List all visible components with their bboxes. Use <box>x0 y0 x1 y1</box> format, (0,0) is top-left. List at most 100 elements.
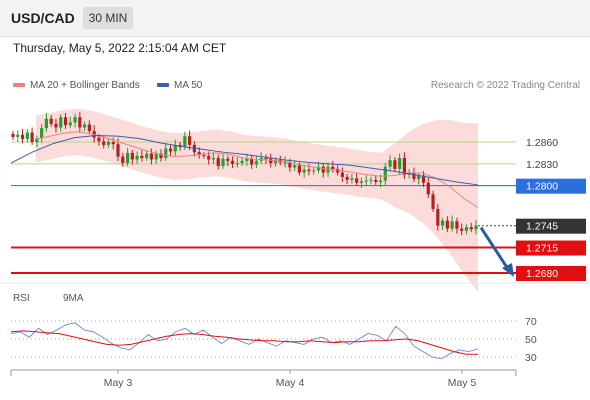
ma9-line <box>10 330 478 355</box>
candle <box>474 219 478 235</box>
candle <box>264 154 268 164</box>
candle-body <box>273 160 278 164</box>
candle <box>393 157 397 172</box>
candle-body <box>135 155 139 160</box>
candle <box>54 118 58 133</box>
candle-body <box>450 221 454 229</box>
candle <box>68 116 72 129</box>
candle-body <box>173 144 177 152</box>
candle-body <box>102 141 106 145</box>
candle-body <box>130 152 134 160</box>
candle-body <box>78 117 82 128</box>
candle <box>402 152 407 180</box>
candle-body <box>30 132 34 142</box>
candle <box>16 130 20 142</box>
candle <box>140 150 144 162</box>
candle-body <box>240 160 244 164</box>
candle <box>426 176 430 199</box>
candle-body <box>125 152 130 164</box>
candle <box>359 177 364 188</box>
candle <box>312 166 316 175</box>
candle <box>102 136 106 149</box>
candle <box>440 217 445 231</box>
level-label-1.2745: 1.2745 <box>526 221 558 233</box>
candle <box>245 153 249 167</box>
candle-body <box>183 136 187 148</box>
candle-body <box>35 138 39 142</box>
level-label-1.2830: 1.2830 <box>526 159 558 171</box>
legend-ma20: MA 20 + Bollinger Bands <box>13 80 140 91</box>
candle-body <box>302 169 306 173</box>
candle-body <box>216 158 220 167</box>
candle-body <box>16 134 20 137</box>
candle <box>188 130 192 151</box>
candle <box>369 176 373 185</box>
candle <box>49 115 53 127</box>
candle-body <box>469 227 473 230</box>
candle-body <box>59 117 63 128</box>
candle-body <box>321 166 325 173</box>
candle <box>293 160 297 172</box>
candle <box>216 154 220 170</box>
candle-body <box>250 158 254 165</box>
candle <box>106 139 111 148</box>
candle <box>455 217 459 234</box>
candle <box>63 112 68 129</box>
chart-header: USD/CAD 30 MIN <box>0 0 590 37</box>
candle-body <box>464 227 469 231</box>
candle <box>35 135 39 148</box>
candle <box>145 150 149 161</box>
candle-body <box>121 156 125 164</box>
candle-body <box>230 160 235 164</box>
candle-body <box>412 172 416 180</box>
candle-body <box>11 133 15 137</box>
candle-body <box>445 220 449 229</box>
candle <box>445 216 449 233</box>
candle-body <box>393 160 397 169</box>
candle-body <box>211 158 216 160</box>
candle-body <box>20 134 25 140</box>
candle <box>464 224 469 235</box>
x-tick-label: May 4 <box>276 377 305 389</box>
candle-body <box>40 128 44 139</box>
candle-body <box>355 178 359 183</box>
timeframe-button[interactable]: 30 MIN <box>83 7 133 29</box>
candle-body <box>421 175 426 183</box>
level-tag-1.2800 <box>516 178 586 194</box>
candle-body <box>345 176 349 180</box>
candle <box>11 131 15 140</box>
forecast-arrow <box>479 226 510 270</box>
candle <box>331 160 335 173</box>
candle-body <box>388 160 392 167</box>
candle <box>431 190 435 212</box>
candle <box>149 148 154 165</box>
candle-body <box>145 153 149 159</box>
candle <box>30 127 34 145</box>
candle-body <box>68 122 72 126</box>
candle-body <box>340 172 344 177</box>
candle <box>254 156 259 169</box>
candle <box>240 157 244 167</box>
candle <box>383 163 387 185</box>
ma50-swatch <box>157 83 169 88</box>
candle <box>326 162 330 177</box>
candle-body <box>149 153 154 160</box>
candle <box>340 167 344 183</box>
level-tag-1.2745 <box>516 218 586 234</box>
candle <box>20 128 25 144</box>
candle-body <box>436 208 440 226</box>
forecast-arrowhead <box>502 263 514 277</box>
candle <box>211 152 216 164</box>
candle <box>78 112 82 132</box>
datetime-label: Thursday, May 5, 2022 2:15:04 AM CET <box>13 41 227 55</box>
candle-body <box>359 181 364 183</box>
candle-body <box>374 179 378 183</box>
candle-body <box>307 169 311 172</box>
candle-body <box>49 118 53 124</box>
candle <box>25 128 29 143</box>
candle <box>164 142 168 161</box>
candle <box>469 222 473 233</box>
legend-9ma-label: 9MA <box>63 293 84 304</box>
candle-body <box>54 123 58 128</box>
